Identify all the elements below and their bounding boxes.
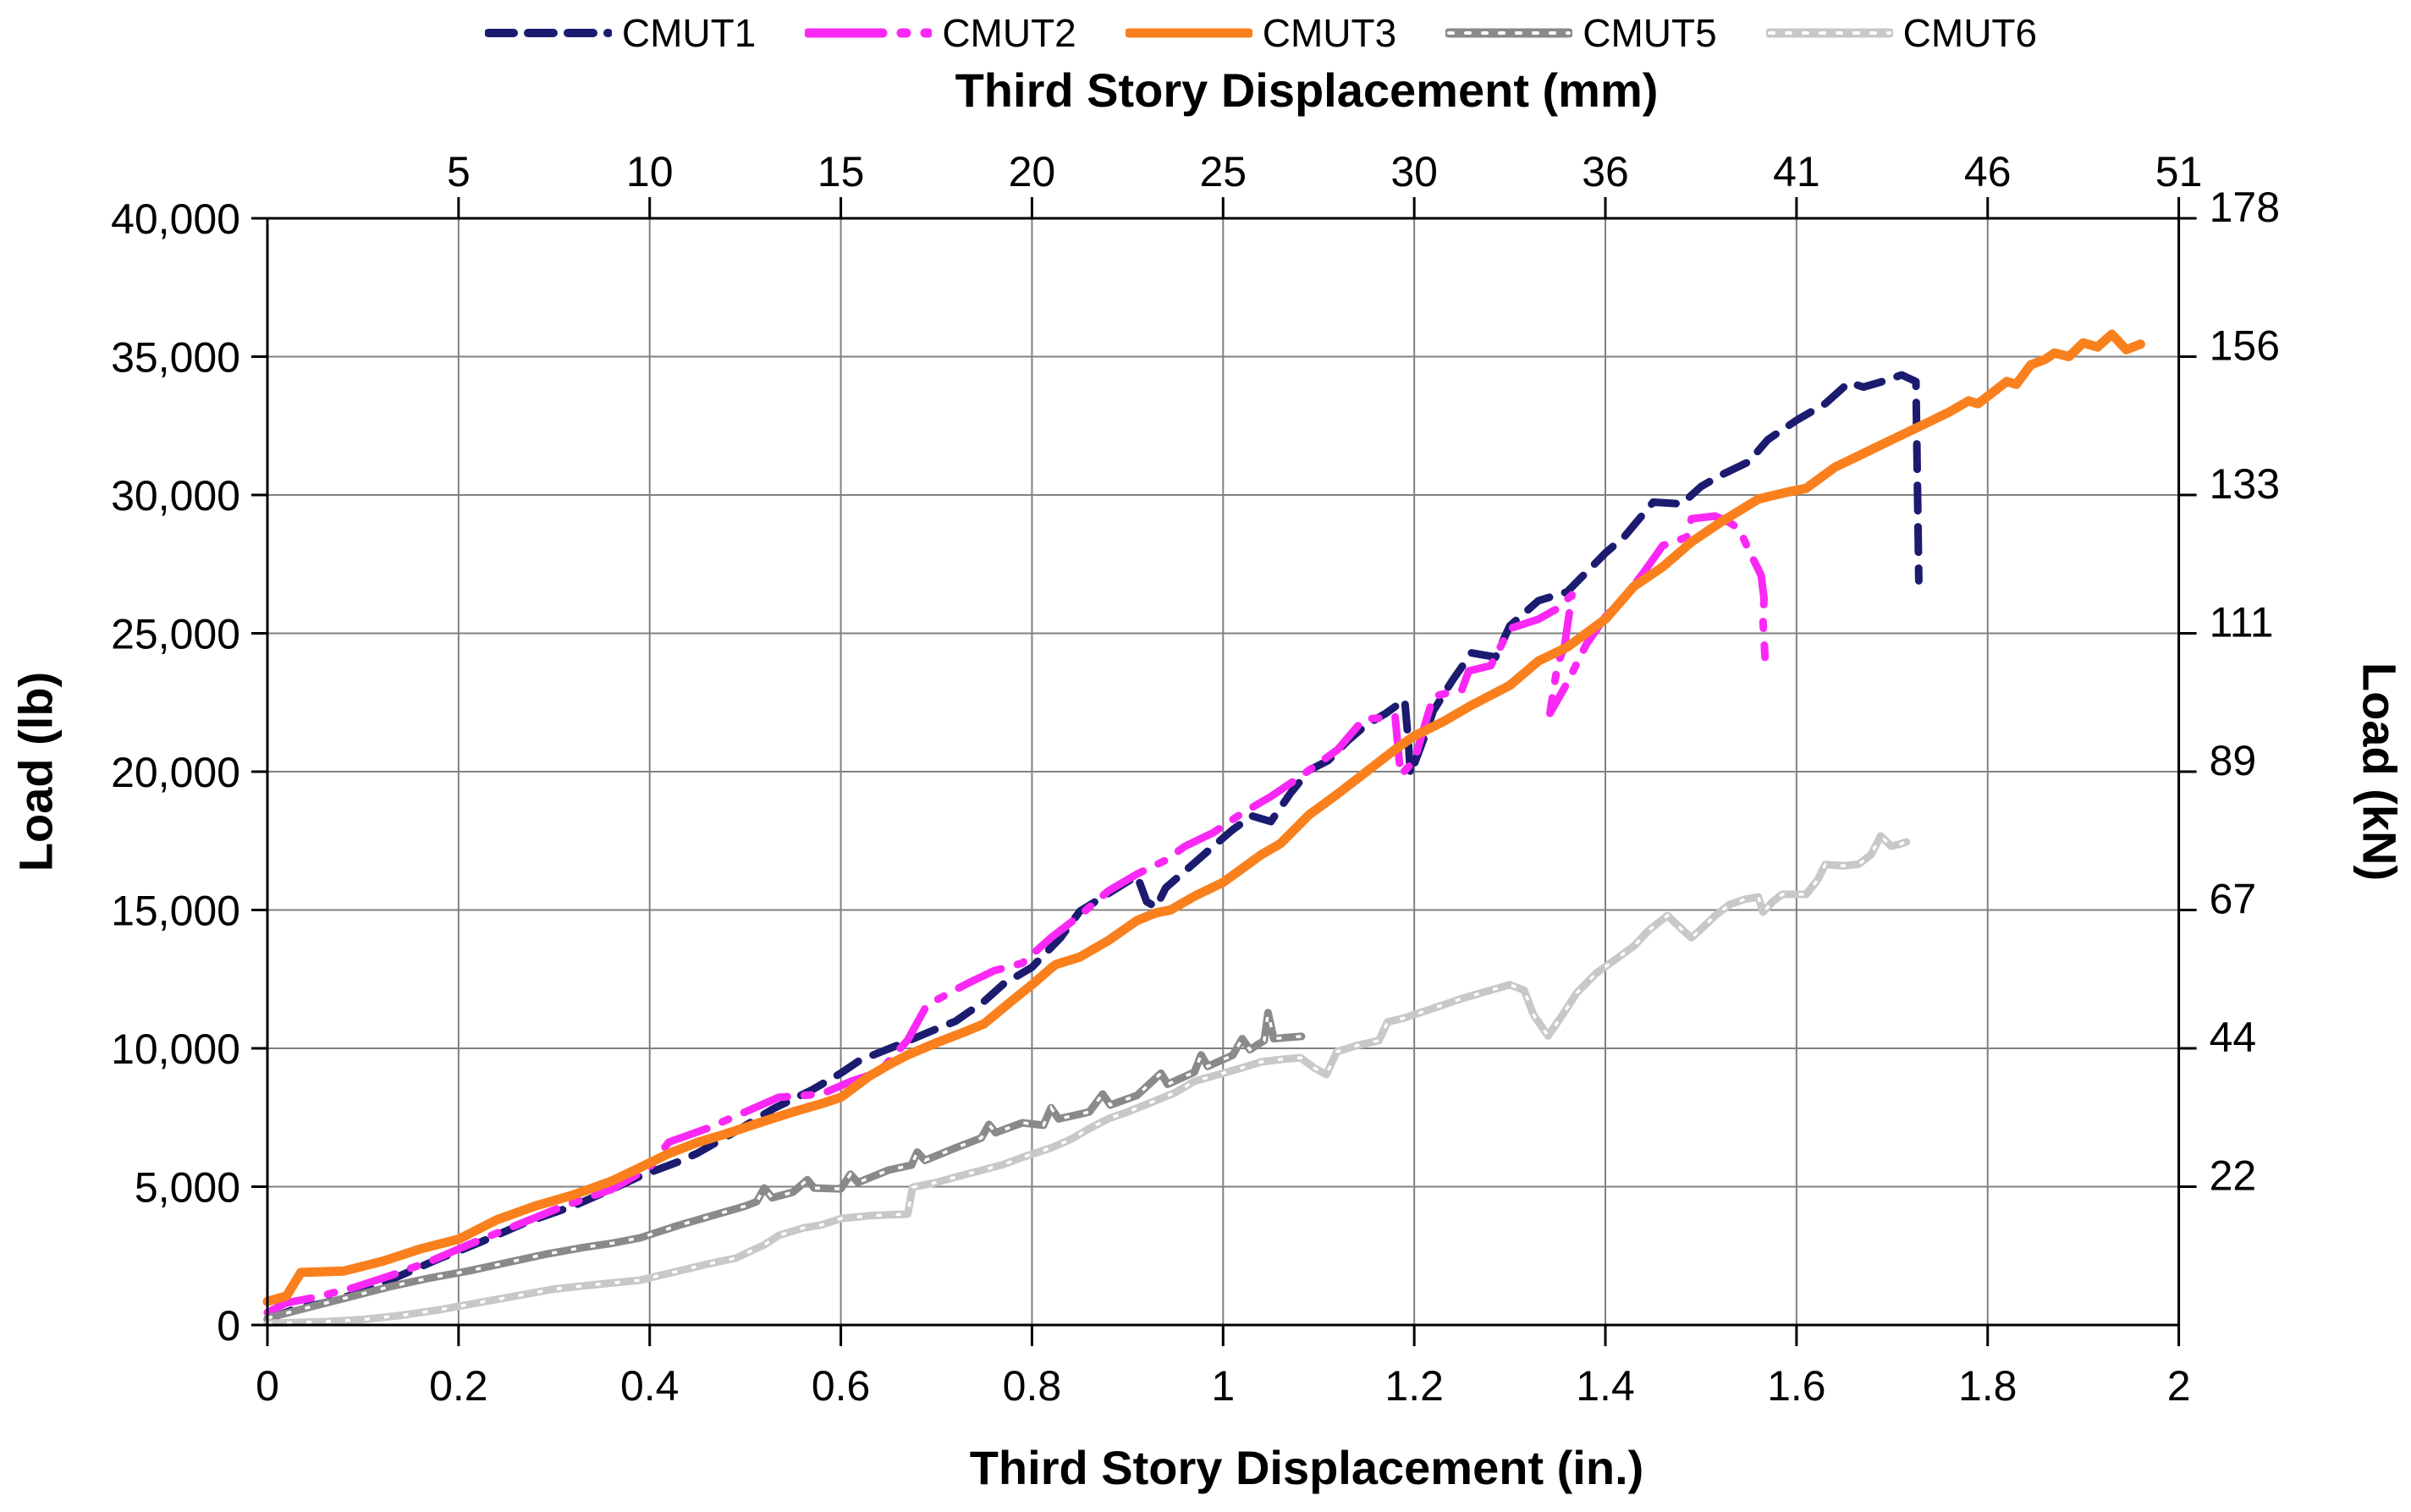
right-tick-label: 22 (2210, 1152, 2257, 1200)
series-line-CMUT3 (262, 329, 2145, 1306)
top-tick-label: 30 (1390, 148, 1438, 195)
left-axis-title: Load (lb) (8, 671, 63, 872)
top-tick-label: 20 (1009, 148, 1056, 195)
legend-label: CMUT3 (1262, 11, 1397, 55)
left-tick-label: 30,000 (111, 472, 240, 520)
top-tick-label: 15 (817, 148, 865, 195)
bottom-axis-title: Third Story Displacement (in.) (969, 1441, 1644, 1494)
top-tick-label: 10 (626, 148, 674, 195)
chart-legend: CMUT1 CMUT2 CMUT3 CMUT5 CMUT6 (305, 10, 2217, 56)
legend-label: CMUT1 (621, 11, 757, 55)
legend-sample-CMUT1 (484, 29, 612, 37)
left-tick-label: 35,000 (111, 334, 240, 382)
legend-item-CMUT1: CMUT1 (484, 10, 757, 56)
legend-item-CMUT2: CMUT2 (805, 10, 1076, 56)
left-tick-label: 0 (217, 1302, 240, 1350)
bottom-tick-label: 0.4 (620, 1362, 680, 1410)
series-line-CMUT5 (263, 1009, 1306, 1322)
right-axis-title: Load (kN) (2353, 662, 2407, 882)
right-tick-label: 133 (2210, 460, 2280, 508)
right-tick-label: 178 (2210, 184, 2280, 231)
top-tick-label: 51 (2155, 148, 2203, 195)
right-tick-label: 156 (2210, 322, 2280, 370)
legend-label: CMUT5 (1583, 11, 1717, 55)
series-line-CMUT2 (263, 512, 1770, 1317)
bottom-tick-label: 1.6 (1767, 1362, 1826, 1410)
series-line-CMUT6 (263, 832, 1911, 1328)
top-tick-label: 41 (1773, 148, 1820, 195)
bottom-tick-label: 0 (256, 1362, 279, 1410)
series-marker-overlay-CMUT5 (267, 1012, 1302, 1320)
bottom-tick-label: 1.2 (1384, 1362, 1444, 1410)
bottom-tick-label: 1.4 (1576, 1362, 1635, 1410)
bottom-tick-label: 0.2 (429, 1362, 488, 1410)
left-tick-label: 20,000 (111, 749, 240, 796)
top-tick-label: 46 (1964, 148, 2012, 195)
legend-label: CMUT6 (1902, 11, 2038, 55)
top-tick-label: 5 (447, 148, 471, 195)
series-lines (262, 329, 2145, 1328)
legend-label: CMUT2 (942, 11, 1076, 55)
bottom-tick-label: 0.8 (1003, 1362, 1062, 1410)
legend-item-CMUT3: CMUT3 (1125, 10, 1397, 56)
legend-sample-CMUT5 (1445, 28, 1573, 38)
left-tick-label: 15,000 (111, 888, 240, 935)
left-tick-label: 10,000 (111, 1025, 240, 1073)
top-tick-label: 36 (1582, 148, 1629, 195)
bottom-tick-label: 1 (1211, 1362, 1235, 1410)
gridlines (267, 218, 2179, 1325)
legend-item-CMUT5: CMUT5 (1445, 10, 1717, 56)
left-tick-label: 25,000 (111, 611, 240, 658)
right-tick-label: 44 (2210, 1014, 2257, 1061)
legend-sample-CMUT6 (1765, 28, 1893, 38)
right-tick-label: 67 (2210, 876, 2257, 923)
right-tick-label: 89 (2210, 737, 2257, 784)
tick-labels: 0 5,000 10,000 15,000 20,000 25,000 30,000 35,0… (111, 148, 2280, 1410)
left-tick-label: 40,000 (111, 195, 240, 243)
legend-sample-CMUT2 (805, 28, 933, 38)
axes (251, 197, 2197, 1346)
bottom-tick-label: 1.8 (1958, 1362, 2017, 1410)
left-tick-label: 5,000 (135, 1164, 240, 1212)
legend-item-CMUT6: CMUT6 (1765, 10, 2038, 56)
right-tick-label: 111 (2210, 599, 2274, 646)
series-line-CMUT1 (263, 371, 1923, 1323)
top-tick-label: 25 (1199, 148, 1247, 195)
bottom-tick-label: 0.6 (812, 1362, 871, 1410)
legend-sample-CMUT3 (1125, 28, 1252, 38)
top-axis-title: Third Story Displacement (mm) (955, 63, 1659, 117)
bottom-tick-label: 2 (2167, 1362, 2191, 1410)
